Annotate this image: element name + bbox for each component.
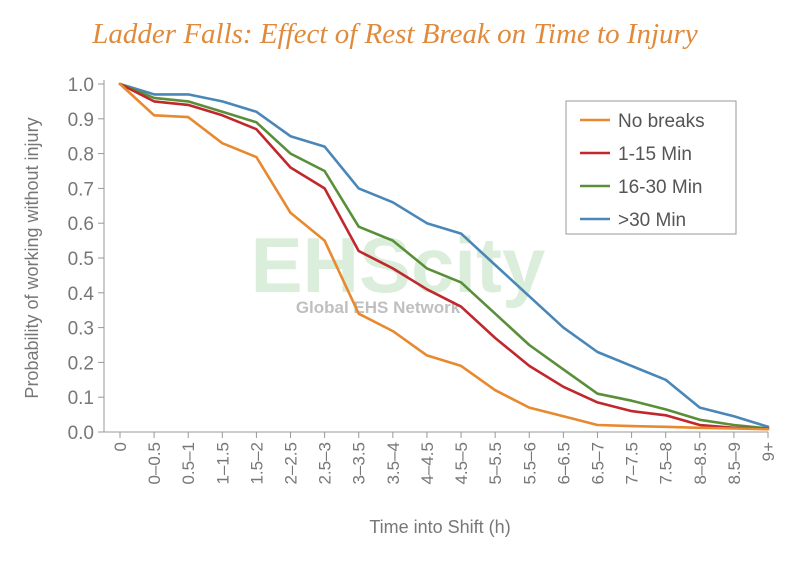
x-tick-label: 7–7.5 xyxy=(623,442,642,485)
x-tick-label: 4–4.5 xyxy=(418,442,437,485)
y-tick-label: 1.0 xyxy=(68,75,94,96)
x-tick-label: 9+ xyxy=(759,442,778,461)
x-tick-label: 0.5–1 xyxy=(179,442,198,485)
x-tick-label: 0 xyxy=(111,442,130,451)
series-line xyxy=(118,82,770,430)
y-tick-label: 0.3 xyxy=(68,319,94,340)
x-tick-label: 2–2.5 xyxy=(282,442,301,485)
x-tick-label: 2.5–3 xyxy=(316,442,335,485)
x-tick-label: 1.5–2 xyxy=(247,442,266,485)
x-tick-label: 0–0.5 xyxy=(145,442,164,485)
y-tick-label: 0.6 xyxy=(68,214,94,235)
legend-label: >30 Min xyxy=(618,210,686,231)
legend-label: 16-30 Min xyxy=(618,177,703,198)
y-axis-label: Probability of working without injury xyxy=(22,117,42,398)
y-tick-label: 0.5 xyxy=(68,249,94,270)
legend-label: No breaks xyxy=(618,111,705,132)
x-tick-label: 5.5–6 xyxy=(520,442,539,485)
y-tick-label: 0.7 xyxy=(68,179,94,200)
legend-label: 1-15 Min xyxy=(618,144,692,165)
x-tick-label: 6.5–7 xyxy=(588,442,607,485)
x-tick-label: 3–3.5 xyxy=(350,442,369,485)
x-tick-label: 5–5.5 xyxy=(486,442,505,485)
y-tick-label: 0.8 xyxy=(68,145,94,166)
x-tick-label: 6–6.5 xyxy=(554,442,573,485)
y-tick-label: 0.9 xyxy=(68,110,94,131)
x-tick-label: 7.5–8 xyxy=(657,442,676,485)
x-tick-label: 1–1.5 xyxy=(213,442,232,485)
series-line xyxy=(118,82,770,431)
x-tick-label: 3.5–4 xyxy=(384,442,403,485)
legend-box xyxy=(565,100,737,235)
y-tick-label: 0.1 xyxy=(68,388,94,409)
chart-title: Ladder Falls: Effect of Rest Break on Ti… xyxy=(92,18,698,50)
series-line xyxy=(118,82,770,430)
watermark-subtitle: Global EHS Network xyxy=(296,298,461,317)
y-tick-label: 0.4 xyxy=(68,284,95,305)
legend: No breaks 1-15 Min 16-30 Min >30 Min xyxy=(565,100,737,235)
x-axis-label: Time into Shift (h) xyxy=(369,517,510,537)
x-tick-label: 8–8.5 xyxy=(691,442,710,485)
y-tick-label: 0.2 xyxy=(68,353,94,374)
x-tick-label: 8.5–9 xyxy=(725,442,744,485)
x-tick-label: 4.5–5 xyxy=(452,442,471,485)
series-line xyxy=(118,82,770,429)
watermark-logo-text: EHScity xyxy=(251,221,546,309)
y-tick-label: 0.0 xyxy=(68,423,94,444)
